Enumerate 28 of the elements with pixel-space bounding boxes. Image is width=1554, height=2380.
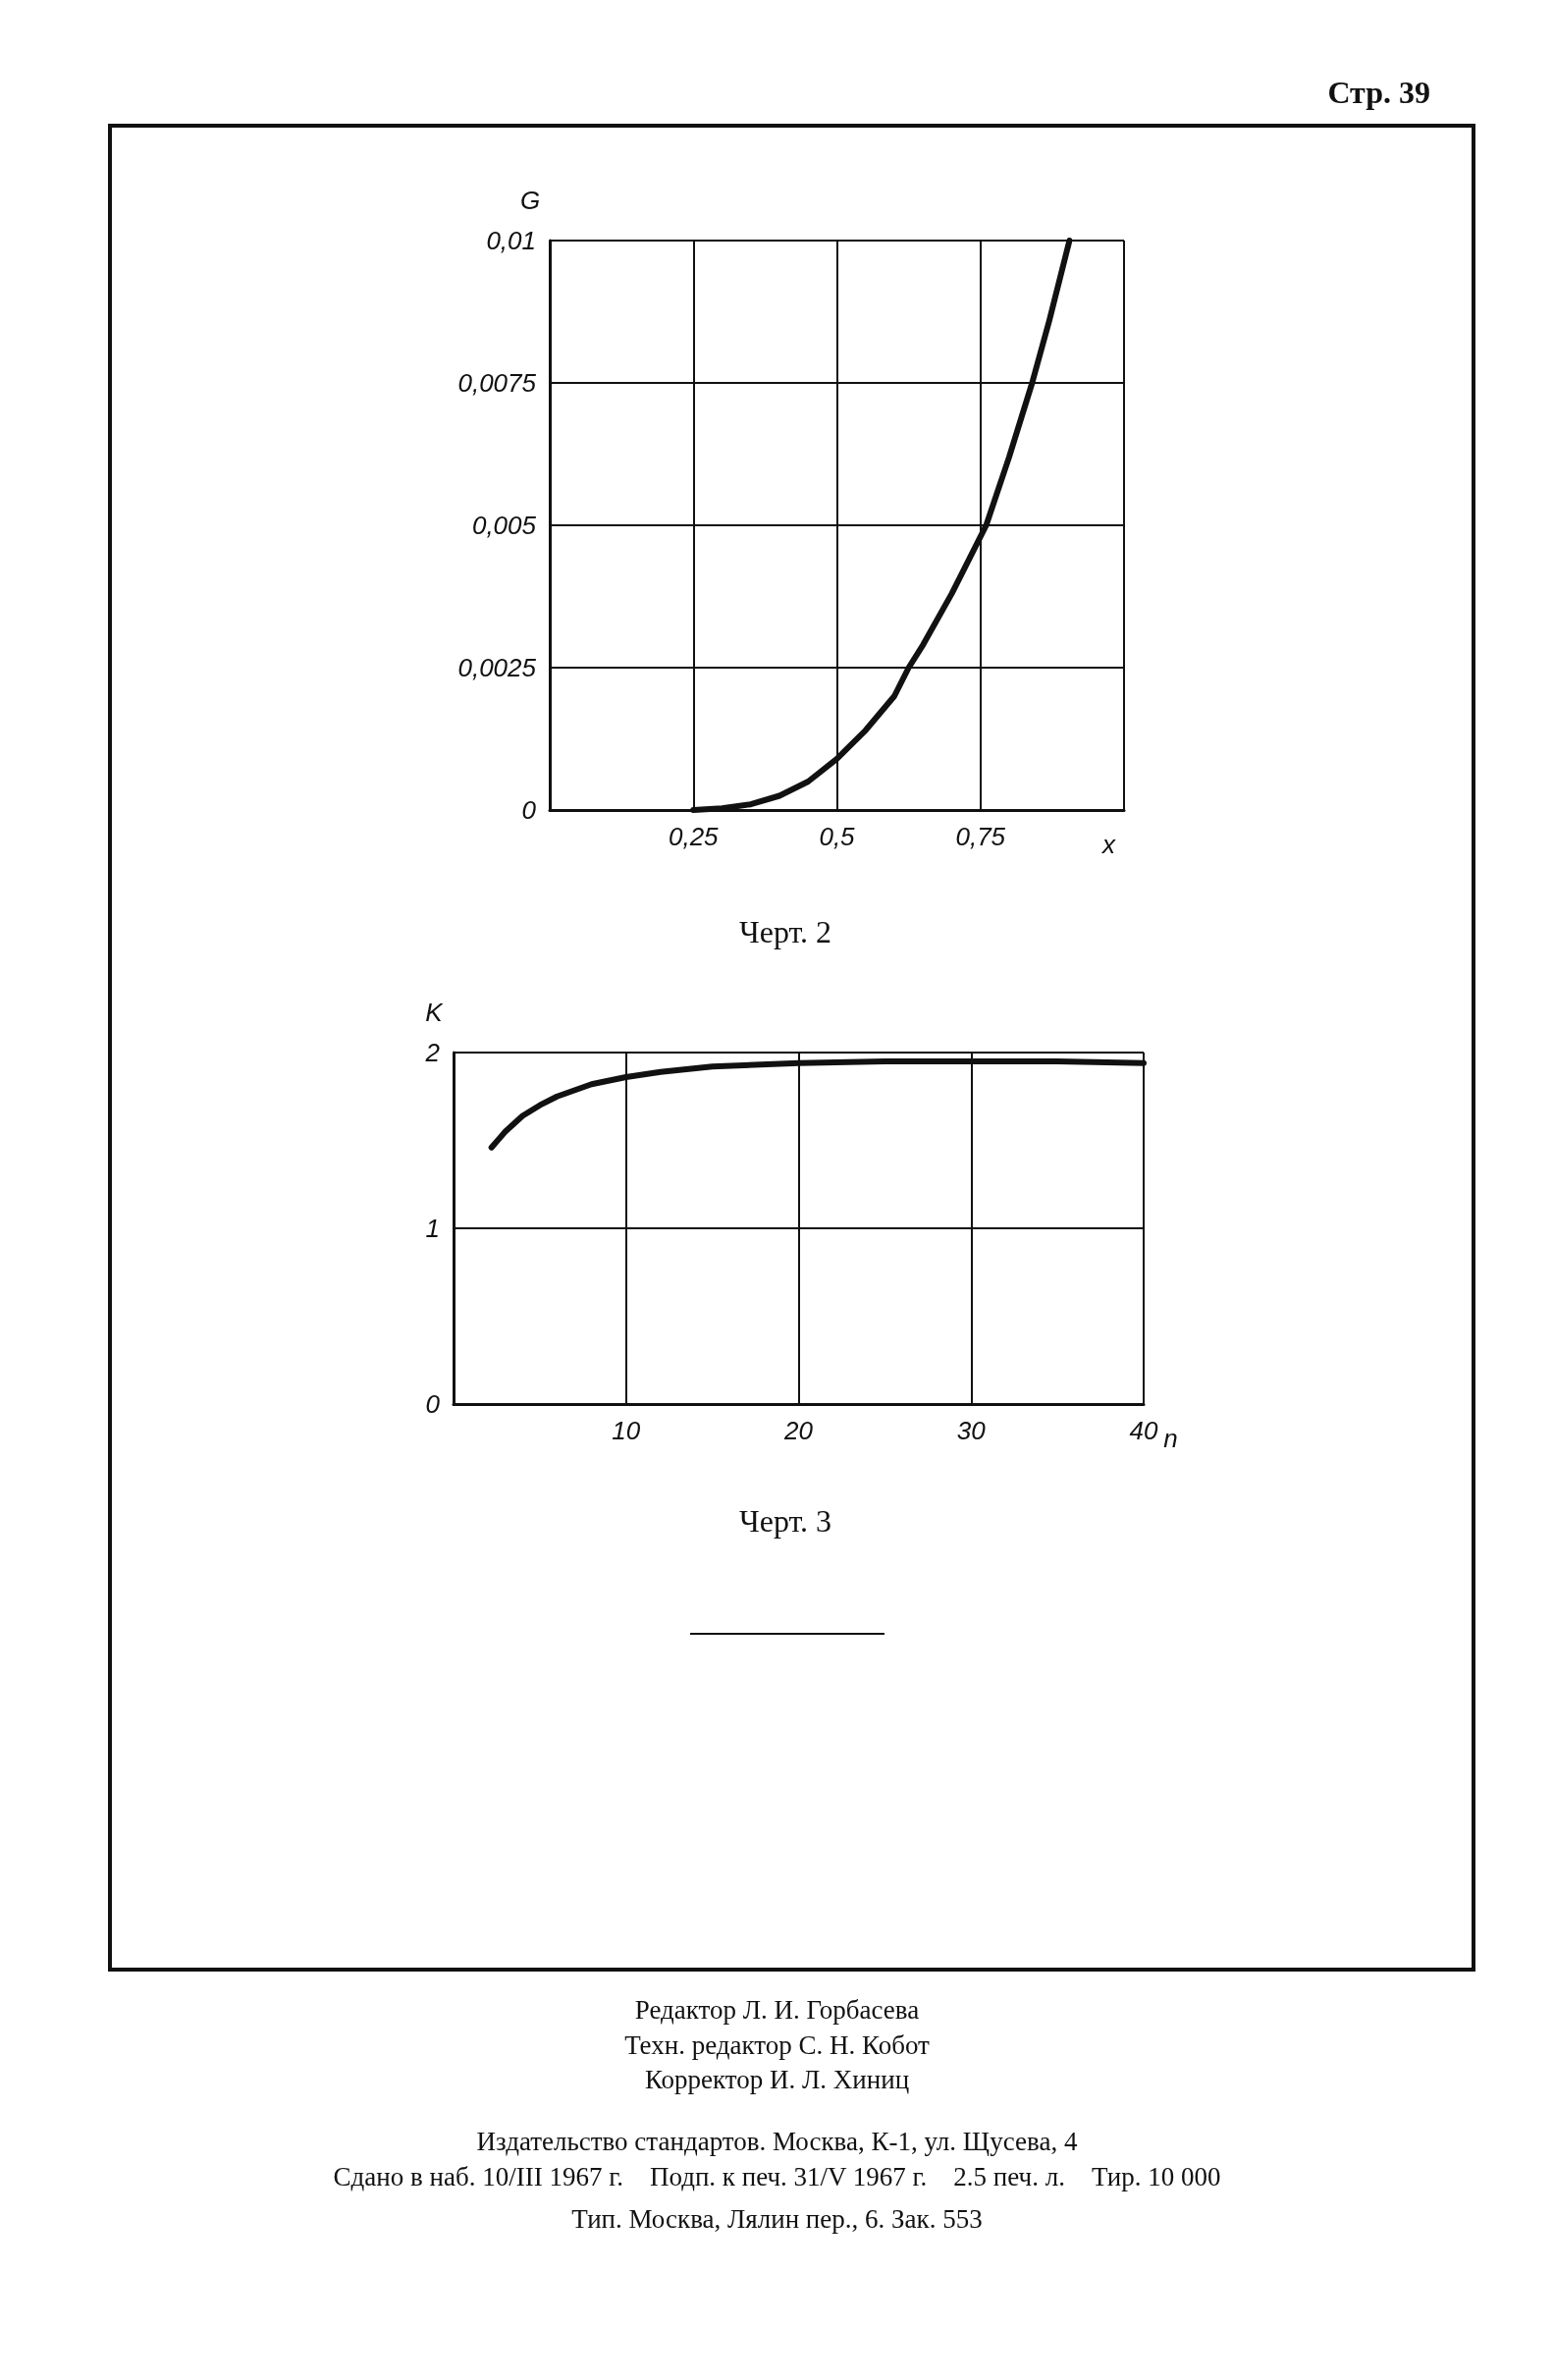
y-tick-label: 0 bbox=[521, 795, 537, 825]
text: Черт. 2 bbox=[738, 914, 832, 949]
text: Техн. редактор С. Н. Кобот bbox=[623, 2030, 931, 2061]
x-tick-label: 40 bbox=[1129, 1416, 1158, 1445]
text: Черт. 3 bbox=[738, 1503, 832, 1539]
y-tick-label: 0,0025 bbox=[457, 653, 537, 682]
text: Тип. Москва, Лялин пер., 6. Зак. 553 bbox=[570, 2204, 984, 2235]
text: Сдано в наб. 10/III 1967 г. Подп. к печ. 31/V 1967 г. 2.5 печ. л. Тир. 10 000 bbox=[332, 2162, 1222, 2192]
x-axis-title: x bbox=[1100, 830, 1116, 859]
x-tick-label: 0,25 bbox=[668, 822, 720, 851]
y-tick-label: 0,005 bbox=[471, 511, 537, 540]
y-tick-label: 0,0075 bbox=[457, 368, 537, 398]
y-tick-label: 2 bbox=[424, 1038, 441, 1067]
y-tick-label: 0 bbox=[425, 1389, 441, 1419]
x-tick-label: 10 bbox=[612, 1416, 641, 1445]
text: Корректор И. Л. Хиниц bbox=[643, 2065, 911, 2095]
text: Издательство стандартов. Москва, К-1, ул. Щусева, 4 bbox=[475, 2127, 1079, 2157]
y-axis-title: K bbox=[425, 998, 445, 1027]
y-tick-label: 0,01 bbox=[486, 226, 536, 255]
x-tick-label: 30 bbox=[956, 1416, 987, 1445]
x-tick-label: 0,5 bbox=[819, 822, 856, 851]
x-tick-label: 0,75 bbox=[955, 822, 1006, 851]
text: Редактор Л. И. Горбасева bbox=[633, 1995, 921, 2026]
text: Стр. 39 bbox=[1327, 75, 1430, 111]
x-tick-label: 20 bbox=[783, 1416, 814, 1445]
y-tick-label: 1 bbox=[425, 1214, 440, 1243]
x-axis-title: n bbox=[1163, 1424, 1178, 1453]
y-axis-title: G bbox=[519, 186, 541, 215]
